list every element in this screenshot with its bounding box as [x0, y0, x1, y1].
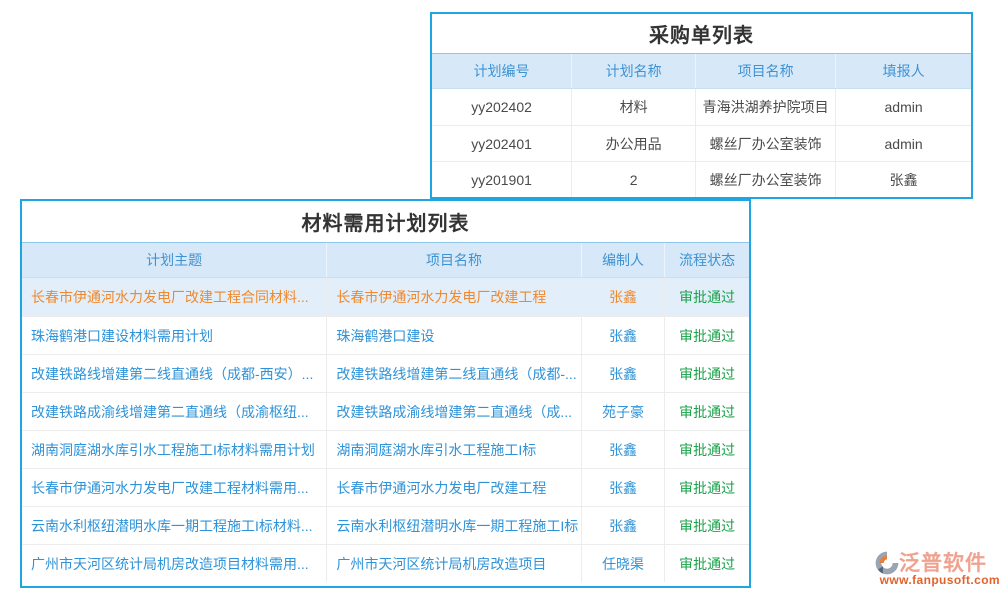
- status-badge: 审批通过: [679, 479, 736, 496]
- purchase-list-title: 采购单列表: [649, 25, 754, 47]
- cell-subject: 长春市伊通河水力发电厂改建工程材料需用...: [22, 469, 328, 506]
- table-row[interactable]: 云南水利枢纽潜明水库一期工程施工I标材料... 云南水利枢纽潜明水库一期工程施工…: [22, 506, 749, 544]
- cell-author: 苑子豪: [582, 393, 666, 430]
- watermark-brand-text: 泛普软件: [899, 552, 987, 575]
- cell-plan-no: yy202402: [432, 89, 573, 125]
- cell-project: 广州市天河区统计局机房改造项目: [327, 545, 582, 582]
- cell-project: 湖南洞庭湖水库引水工程施工I标: [327, 431, 582, 468]
- fanpu-watermark: 泛普软件 www.fanpusoft.com: [874, 549, 1000, 591]
- cell-project: 改建铁路线增建第二线直通线（成都-...: [327, 355, 582, 392]
- material-list-title: 材料需用计划列表: [301, 213, 470, 235]
- cell-reporter: admin: [884, 99, 923, 115]
- watermark-url-text: www.fanpusoft.com: [879, 573, 1000, 587]
- purchase-header-plan-no: 计划编号: [432, 54, 573, 88]
- material-header-project: 项目名称: [327, 243, 582, 277]
- material-header-author: 编制人: [582, 243, 666, 277]
- cell-author: 张鑫: [582, 431, 666, 468]
- material-header-status: 流程状态: [679, 252, 736, 268]
- cell-subject: 云南水利枢纽潜明水库一期工程施工I标材料...: [22, 507, 328, 544]
- cell-author: 张鑫: [582, 278, 666, 316]
- purchase-header-reporter: 填报人: [882, 63, 925, 79]
- cell-plan-name: 2: [572, 162, 697, 197]
- cell-author: 张鑫: [582, 469, 666, 506]
- cell-plan-name: 办公用品: [572, 126, 697, 161]
- cell-project: 螺丝厂办公室装饰: [696, 162, 837, 197]
- cell-plan-no: yy202401: [432, 126, 573, 161]
- table-row[interactable]: 长春市伊通河水力发电厂改建工程材料需用... 长春市伊通河水力发电厂改建工程 张…: [22, 468, 749, 506]
- status-badge: 审批通过: [679, 327, 736, 344]
- cell-reporter: admin: [884, 135, 923, 152]
- cell-author: 张鑫: [582, 317, 666, 354]
- table-row[interactable]: 珠海鹤港口建设材料需用计划 珠海鹤港口建设 张鑫 审批通过: [22, 316, 749, 354]
- cell-plan-no: yy201901: [432, 162, 573, 197]
- cell-project: 改建铁路成渝线增建第二直通线（成...: [327, 393, 582, 430]
- material-plan-list-panel: 材料需用计划列表 计划主题 项目名称 编制人 流程状态 长春市伊通河水力发电厂改…: [20, 199, 751, 588]
- material-header-subject: 计划主题: [22, 243, 328, 277]
- cell-project: 珠海鹤港口建设: [327, 317, 582, 354]
- table-row-selected[interactable]: 长春市伊通河水力发电厂改建工程合同材料... 长春市伊通河水力发电厂改建工程 张…: [22, 278, 749, 316]
- cell-plan-name: 材料: [572, 89, 697, 125]
- material-list-header-row: 计划主题 项目名称 编制人 流程状态: [22, 242, 749, 278]
- status-badge: 审批通过: [679, 289, 736, 305]
- cell-subject: 长春市伊通河水力发电厂改建工程合同材料...: [22, 278, 328, 316]
- cell-project: 云南水利枢纽潜明水库一期工程施工I标: [327, 507, 582, 544]
- cell-reporter: 张鑫: [889, 171, 918, 188]
- fanpu-logo-icon: [875, 551, 899, 575]
- cell-subject: 广州市天河区统计局机房改造项目材料需用...: [22, 545, 328, 582]
- cell-author: 张鑫: [582, 355, 666, 392]
- status-badge: 审批通过: [679, 517, 736, 534]
- cell-project: 螺丝厂办公室装饰: [696, 126, 837, 161]
- table-row[interactable]: 湖南洞庭湖水库引水工程施工I标材料需用计划 湖南洞庭湖水库引水工程施工I标 张鑫…: [22, 430, 749, 468]
- cell-author: 张鑫: [582, 507, 666, 544]
- cell-project: 长春市伊通河水力发电厂改建工程: [327, 469, 582, 506]
- cell-subject: 湖南洞庭湖水库引水工程施工I标材料需用计划: [22, 431, 328, 468]
- status-badge: 审批通过: [679, 365, 736, 382]
- cell-subject: 改建铁路成渝线增建第二直通线（成渝枢纽...: [22, 393, 328, 430]
- table-row[interactable]: 广州市天河区统计局机房改造项目材料需用... 广州市天河区统计局机房改造项目 任…: [22, 544, 749, 582]
- table-row[interactable]: 改建铁路线增建第二线直通线（成都-西安）... 改建铁路线增建第二线直通线（成都…: [22, 354, 749, 392]
- status-badge: 审批通过: [679, 555, 736, 572]
- table-row[interactable]: yy201901 2 螺丝厂办公室装饰 张鑫: [432, 161, 971, 197]
- purchase-list-header-row: 计划编号 计划名称 项目名称 填报人: [432, 53, 971, 89]
- purchase-order-list-panel: 采购单列表 计划编号 计划名称 项目名称 填报人 yy202402 材料 青海洪…: [430, 12, 973, 199]
- status-badge: 审批通过: [679, 441, 736, 458]
- status-badge: 审批通过: [679, 403, 736, 420]
- cell-subject: 珠海鹤港口建设材料需用计划: [22, 317, 328, 354]
- table-row[interactable]: yy202401 办公用品 螺丝厂办公室装饰 admin: [432, 125, 971, 161]
- purchase-header-project: 项目名称: [696, 54, 837, 88]
- cell-author: 任晓渠: [582, 545, 666, 582]
- cell-project: 长春市伊通河水力发电厂改建工程: [327, 278, 582, 316]
- cell-project: 青海洪湖养护院项目: [696, 89, 837, 125]
- table-row[interactable]: yy202402 材料 青海洪湖养护院项目 admin: [432, 89, 971, 125]
- table-row[interactable]: 改建铁路成渝线增建第二直通线（成渝枢纽... 改建铁路成渝线增建第二直通线（成.…: [22, 392, 749, 430]
- purchase-header-plan-name: 计划名称: [572, 54, 697, 88]
- cell-subject: 改建铁路线增建第二线直通线（成都-西安）...: [22, 355, 328, 392]
